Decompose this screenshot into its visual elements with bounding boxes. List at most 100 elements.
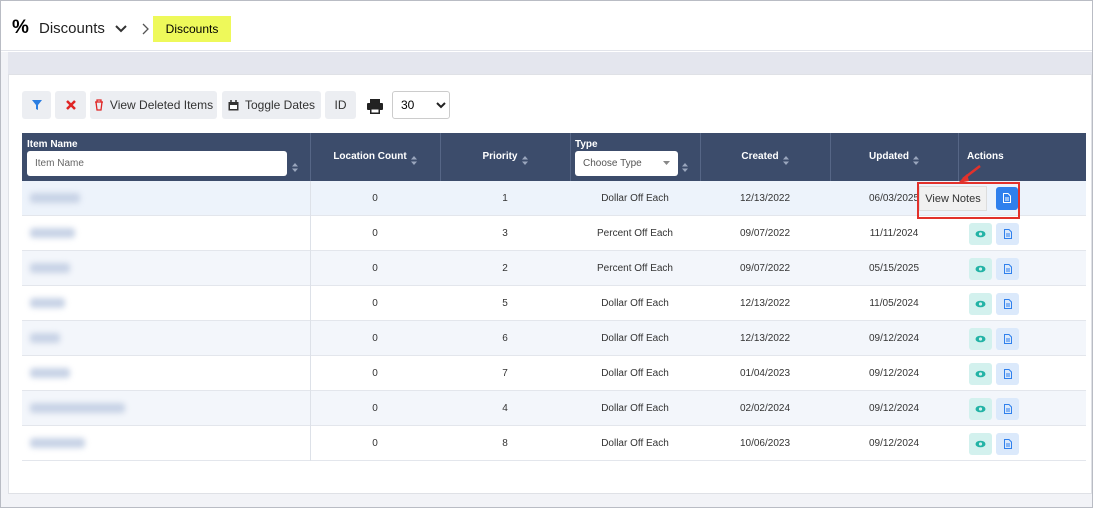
table-row[interactable]: 0 2 Percent Off Each 09/07/2022 05/15/2025 [22, 251, 1086, 286]
view-notes-button[interactable] [996, 223, 1019, 245]
item-name-filter[interactable]: Item Name [27, 151, 287, 176]
id-button[interactable]: ID [325, 91, 356, 119]
column-header: Type [575, 139, 598, 150]
clear-filter-button[interactable] [55, 91, 86, 119]
breadcrumb[interactable]: Discounts [153, 16, 231, 42]
header-icon: % [12, 17, 29, 38]
cell-divider [310, 181, 311, 216]
view-notes-button[interactable] [996, 258, 1019, 280]
view-notes-button[interactable] [996, 328, 1019, 350]
button-label: Toggle Dates [244, 98, 316, 112]
table-cell: 09/07/2022 [739, 263, 791, 274]
sort-icon[interactable] [913, 152, 919, 165]
table-row[interactable]: 0 7 Dollar Off Each 01/04/2023 09/12/2024 [22, 356, 1086, 391]
view-button[interactable] [969, 433, 992, 455]
pointer-arrow [958, 165, 981, 183]
sort-icon[interactable] [782, 152, 789, 165]
page-size: 30 [401, 98, 415, 112]
toggle-dates-button[interactable]: Toggle Dates [222, 91, 321, 119]
view-button[interactable] [969, 363, 992, 385]
view-button[interactable] [969, 223, 992, 245]
table-cell: 8 [502, 438, 508, 449]
table-cell: 0 [372, 403, 378, 414]
table-cell: Dollar Off Each [601, 333, 669, 344]
view-deleted-button[interactable]: View Deleted Items [90, 91, 217, 119]
print-button[interactable] [367, 99, 383, 114]
gray-band [8, 52, 1092, 74]
sort-icon[interactable] [682, 159, 688, 172]
table-cell: 0 [372, 298, 378, 309]
view-notes-button[interactable] [996, 363, 1019, 385]
button-label: ID [334, 98, 347, 112]
table-cell: 0 [372, 368, 378, 379]
chevron-down[interactable] [115, 25, 127, 33]
view-button[interactable] [969, 258, 992, 280]
table-cell: Percent Off Each [597, 263, 673, 274]
table-cell: 0 [372, 263, 378, 274]
table-row[interactable]: 0 1 Dollar Off Each 12/13/2022 06/03/2025 [22, 181, 1086, 216]
blurred-item-name [30, 333, 60, 343]
table-cell: 7 [502, 368, 508, 379]
table-cell: 11/11/2024 [869, 228, 919, 239]
view-button[interactable] [969, 398, 992, 420]
table-cell: Dollar Off Each [601, 368, 669, 379]
blurred-item-name [30, 298, 65, 308]
cell-divider [310, 286, 311, 321]
header: % Discounts Discounts [1, 1, 1092, 51]
view-button[interactable] [969, 328, 992, 350]
table-row[interactable]: 0 4 Dollar Off Each 02/02/2024 09/12/2024 [22, 391, 1086, 426]
highlight-box [917, 182, 1020, 219]
table-row[interactable]: 0 6 Dollar Off Each 12/13/2022 09/12/2024 [22, 321, 1086, 356]
type-filter[interactable]: Choose Type [575, 151, 678, 176]
table-cell: 12/13/2022 [739, 193, 791, 204]
page-size-select[interactable]: 30 [392, 91, 450, 119]
sort-icon[interactable] [292, 159, 298, 172]
table-cell: 09/07/2022 [739, 228, 791, 239]
table-cell: 12/13/2022 [739, 298, 791, 309]
cell-divider [310, 391, 311, 426]
table-cell: 10/06/2023 [739, 438, 791, 449]
column-divider [958, 133, 959, 181]
table-row[interactable]: 0 5 Dollar Off Each 12/13/2022 11/05/2024 [22, 286, 1086, 321]
blurred-item-name [30, 368, 70, 378]
table-cell: 09/12/2024 [868, 438, 920, 449]
table-row[interactable]: 0 3 Percent Off Each 09/07/2022 11/11/2024 [22, 216, 1086, 251]
column-header[interactable]: Updated [869, 151, 909, 162]
table-cell: Percent Off Each [597, 228, 673, 239]
table-cell: 06/03/2025 [868, 193, 920, 204]
table-cell: 0 [372, 228, 378, 239]
view-button[interactable] [969, 293, 992, 315]
column-divider [440, 133, 441, 181]
view-notes-button[interactable] [996, 398, 1019, 420]
table-cell: 12/13/2022 [739, 333, 791, 344]
cell-divider [310, 426, 311, 461]
column-header[interactable]: Created [741, 151, 779, 162]
view-notes-button[interactable] [996, 293, 1019, 315]
table-cell: 1 [502, 193, 508, 204]
table-cell: 02/02/2024 [739, 403, 791, 414]
sort-icon[interactable] [521, 152, 528, 165]
table-cell: 2 [502, 263, 508, 274]
column-header: Actions [967, 151, 1004, 162]
table-cell: 09/12/2024 [868, 333, 920, 344]
header-title[interactable]: Discounts [39, 20, 105, 37]
view-notes-button[interactable] [996, 433, 1019, 455]
table-cell: Dollar Off Each [601, 193, 669, 204]
sort-icon[interactable] [410, 152, 417, 165]
placeholder: Choose Type [583, 158, 642, 169]
column-header[interactable]: Location Count [333, 151, 407, 162]
tooltip: View Notes [919, 186, 987, 211]
table-cell: Dollar Off Each [601, 298, 669, 309]
table-cell: 5 [502, 298, 508, 309]
column-divider [700, 133, 701, 181]
view-notes-button-active[interactable] [996, 187, 1018, 210]
breadcrumb-separator [142, 23, 149, 35]
column-header[interactable]: Priority [482, 151, 518, 162]
table-cell: 0 [372, 438, 378, 449]
filter-button[interactable] [22, 91, 51, 119]
table-cell: 3 [502, 228, 508, 239]
blurred-item-name [30, 438, 85, 448]
table-row[interactable]: 0 8 Dollar Off Each 10/06/2023 09/12/2024 [22, 426, 1086, 461]
table-cell: Dollar Off Each [601, 403, 669, 414]
button-label: View Deleted Items [109, 98, 214, 112]
